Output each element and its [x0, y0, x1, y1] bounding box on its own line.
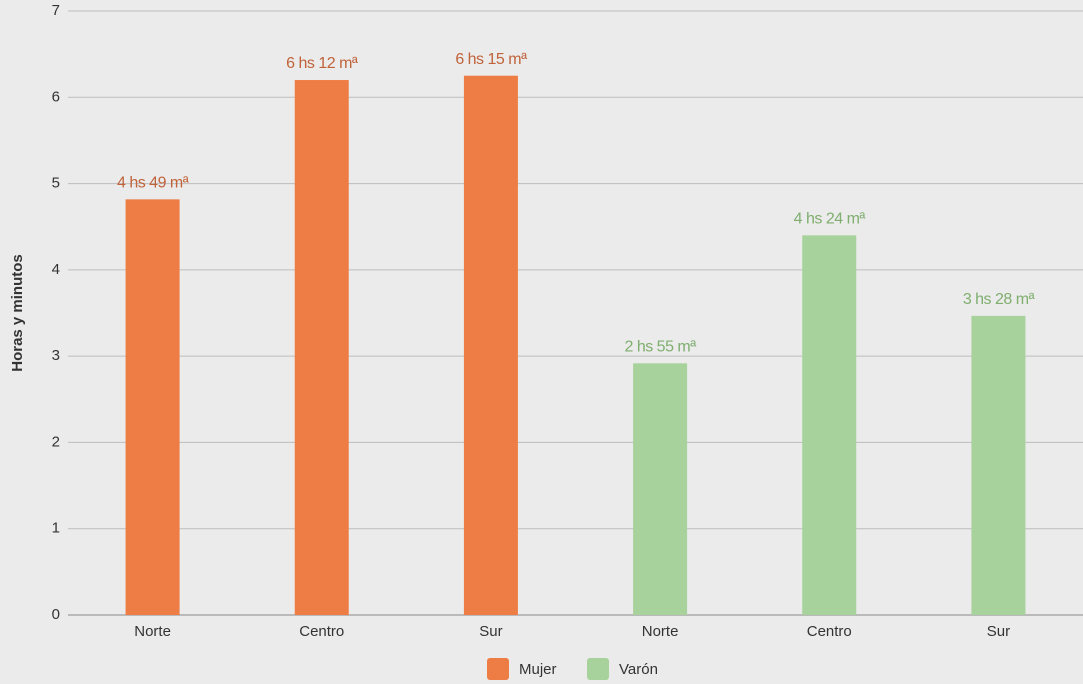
legend-swatch	[487, 658, 509, 680]
y-tick-label: 0	[52, 606, 60, 623]
bar	[971, 315, 1026, 615]
y-tick-label: 4	[52, 261, 60, 278]
legend-label: Mujer	[519, 661, 557, 678]
value-label: 3 hs 28 mª	[963, 291, 1035, 308]
y-tick-label: 2	[52, 433, 60, 450]
y-tick-label: 3	[52, 347, 60, 364]
bar	[633, 363, 688, 615]
value-label: 4 hs 49 mª	[117, 175, 189, 192]
x-tick-label: Centro	[807, 623, 852, 640]
bar	[463, 75, 518, 615]
bar	[294, 80, 349, 616]
bar	[802, 235, 857, 616]
value-label: 2 hs 55 mª	[624, 339, 696, 356]
value-label: 6 hs 15 mª	[455, 51, 527, 68]
legend-swatch	[587, 658, 609, 680]
x-tick-label: Centro	[299, 623, 344, 640]
value-label: 6 hs 12 mª	[286, 55, 358, 72]
bar	[125, 199, 180, 616]
legend-label: Varón	[619, 661, 658, 678]
value-label: 4 hs 24 mª	[794, 211, 866, 228]
y-tick-label: 6	[52, 88, 60, 105]
y-tick-label: 5	[52, 175, 60, 192]
x-tick-label: Norte	[134, 623, 171, 640]
y-tick-label: 7	[52, 2, 60, 19]
y-tick-label: 1	[52, 520, 60, 537]
x-tick-label: Sur	[479, 623, 502, 640]
y-axis-label: Horas y minutos	[9, 254, 26, 372]
x-tick-label: Norte	[642, 623, 679, 640]
x-tick-label: Sur	[987, 623, 1010, 640]
